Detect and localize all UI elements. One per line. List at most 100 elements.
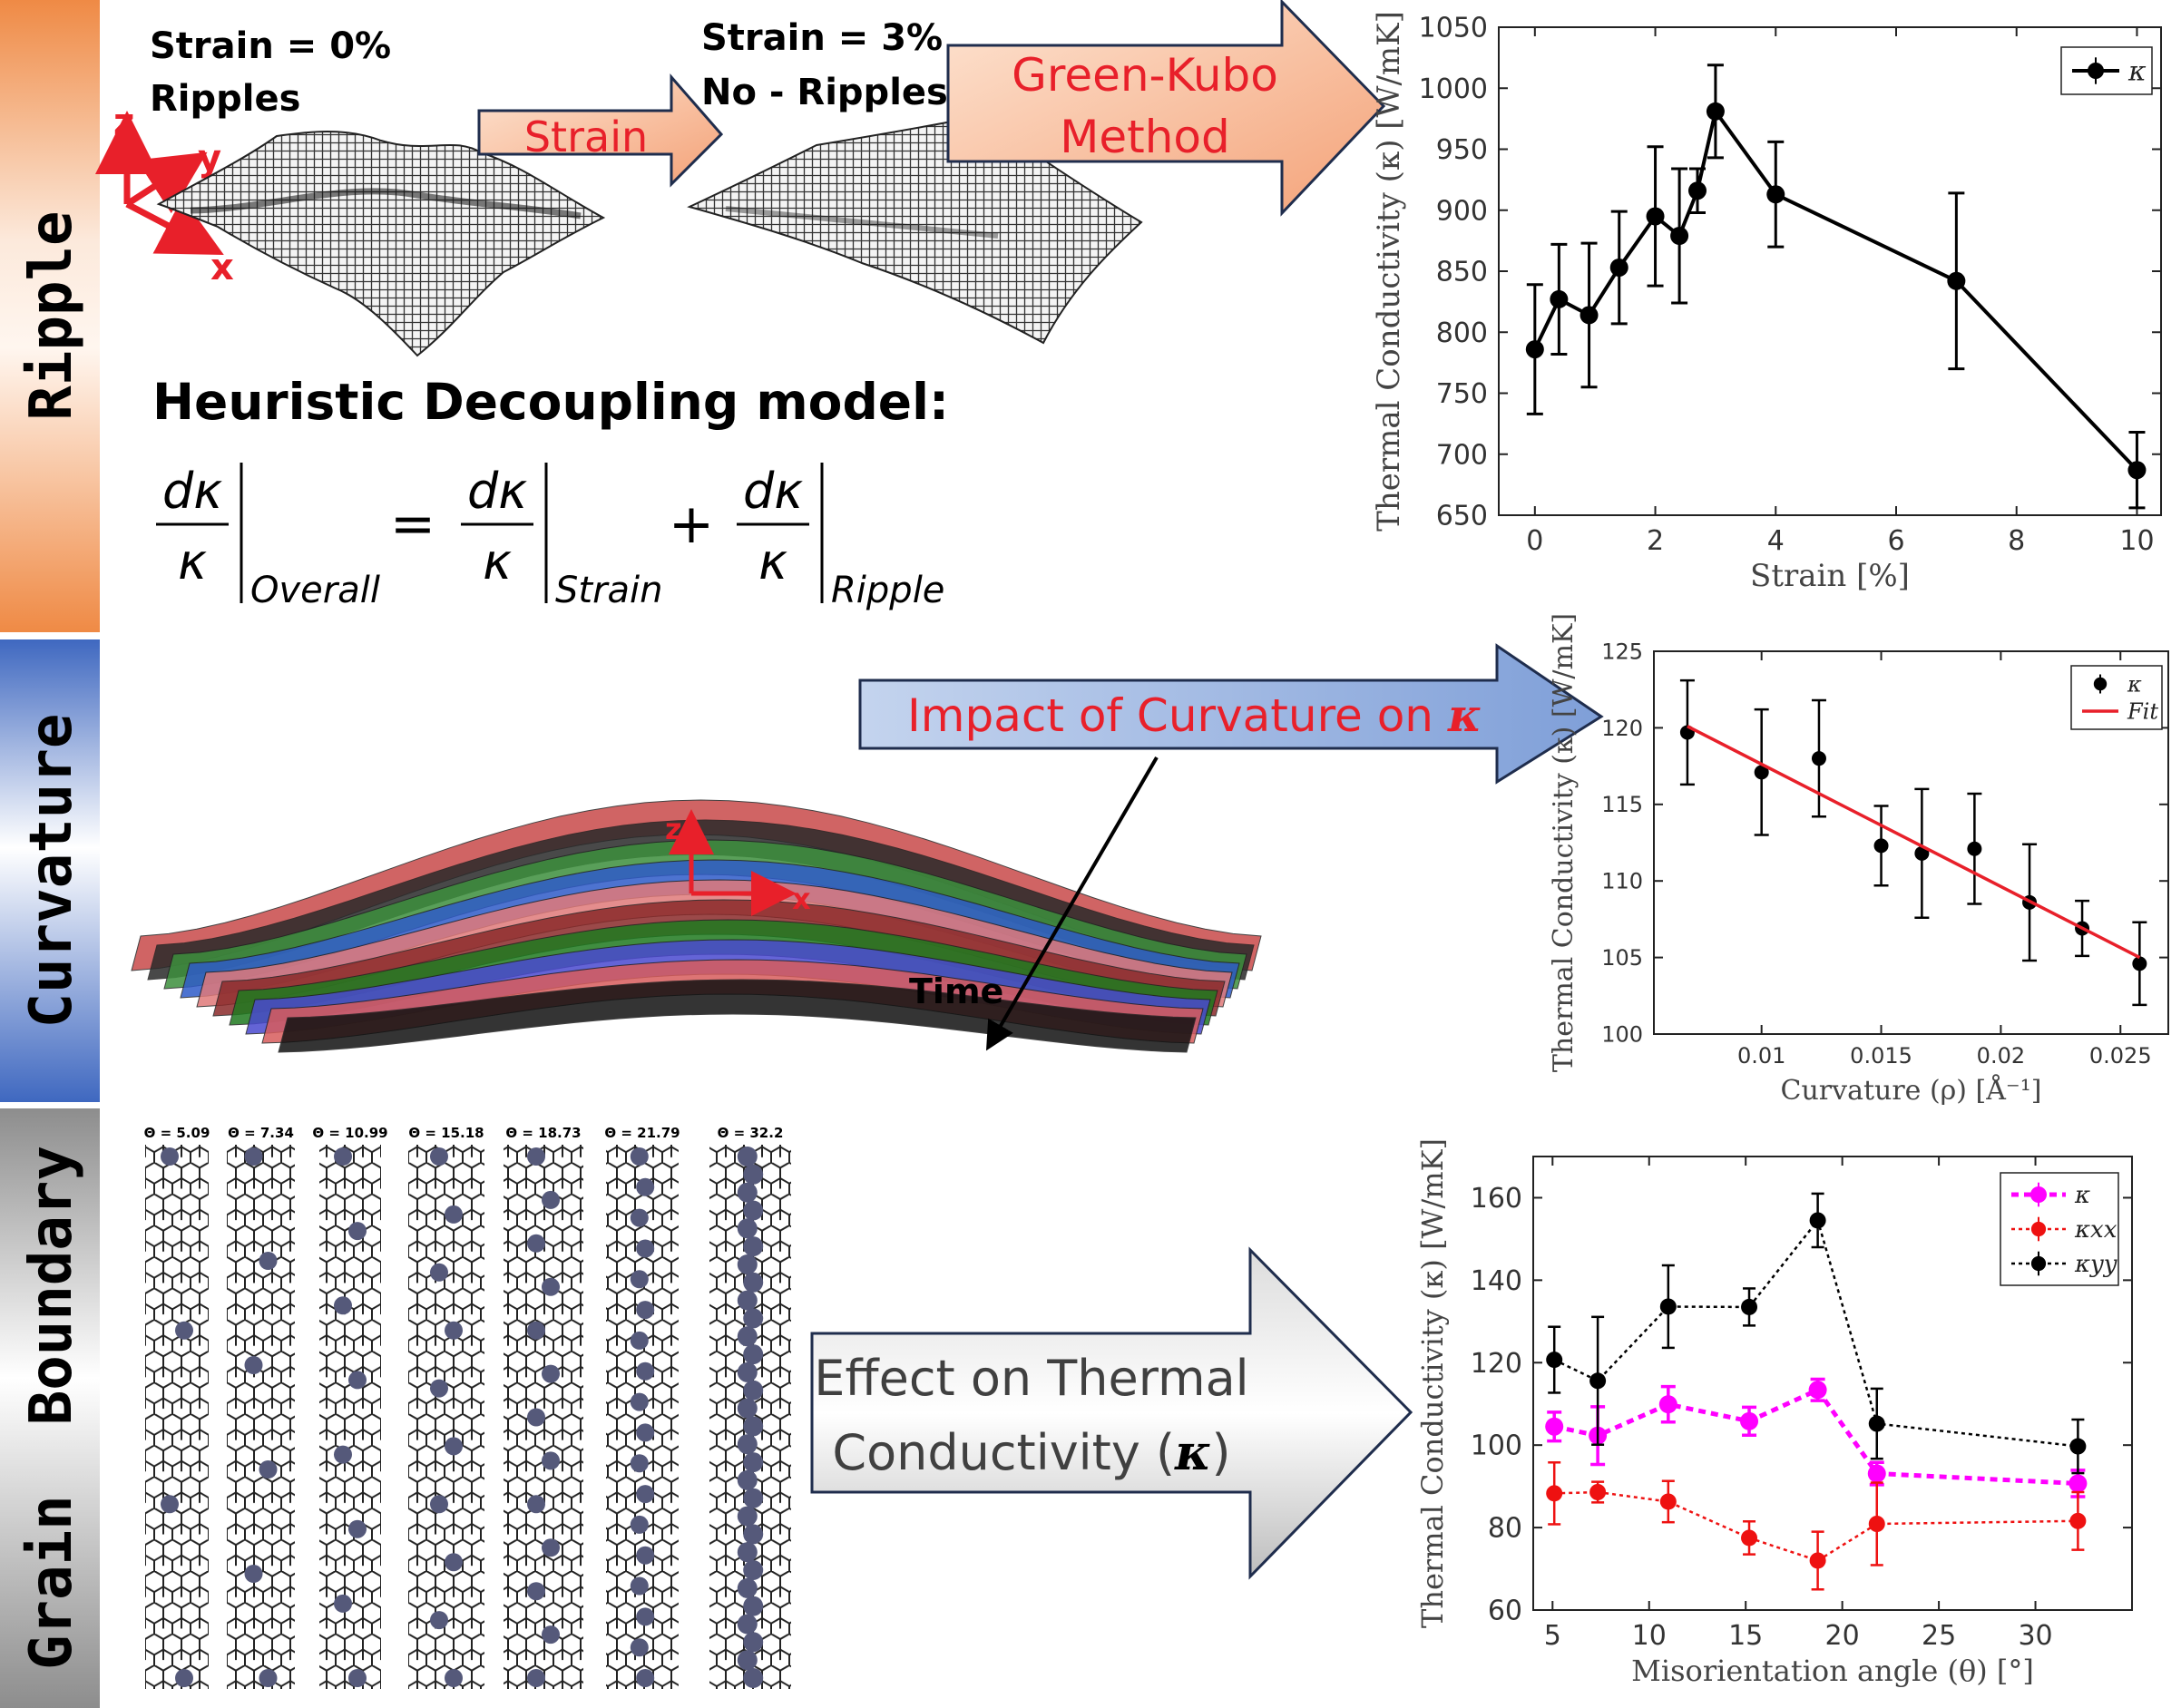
boundary-defect-dot bbox=[259, 1669, 278, 1687]
grain-boundary-panel: Effect on Thermal Conductivity (κ) Θ = 5… bbox=[144, 1125, 1413, 1689]
legend-label: κxx bbox=[2074, 1216, 2117, 1244]
boundary-defect-dot bbox=[737, 1614, 758, 1635]
y-tick-label: 100 bbox=[1601, 1021, 1643, 1047]
boundary-defect-dot bbox=[630, 1515, 649, 1534]
boundary-defect-dot bbox=[737, 1650, 758, 1671]
axis-x-label: x bbox=[210, 247, 234, 288]
eq-den-strain: κ bbox=[483, 533, 512, 590]
boundary-defect-dot bbox=[743, 1164, 764, 1185]
data-point bbox=[1873, 838, 1889, 854]
boundary-defect-dot bbox=[542, 1451, 560, 1470]
ripple-panel: Strain = 0% Ripples Strain = 3% No - Rip… bbox=[95, 0, 1386, 611]
boundary-defect-dot bbox=[175, 1669, 193, 1687]
curvature-chart: 0.01 0.015 0.02 0.025 100 105 110 115 120 125 Curv… bbox=[1548, 613, 2169, 1107]
eq-plus: + bbox=[669, 493, 714, 556]
boundary-defect-dot bbox=[527, 1147, 545, 1166]
boundary-defect-dot bbox=[743, 1380, 764, 1401]
boundary-defect-dot bbox=[743, 1560, 764, 1580]
data-point bbox=[1741, 1529, 1758, 1547]
graphene-lattice-strip bbox=[606, 1145, 679, 1689]
angle-label: Θ = 32.2 bbox=[718, 1125, 784, 1141]
data-point bbox=[1809, 1212, 1826, 1229]
decoupling-equation: dκ κ Overall = dκ κ Strain + dκ κ Ripple bbox=[156, 463, 944, 611]
boundary-defect-dot bbox=[527, 1321, 545, 1340]
boundary-defect-dot bbox=[244, 1356, 263, 1374]
gb-arrow-line2-text: Conductivity ( bbox=[832, 1424, 1175, 1481]
strain3-label: Strain = 3% bbox=[701, 17, 943, 59]
eq-sub-overall: Overall bbox=[250, 570, 380, 611]
boundary-defect-dot bbox=[527, 1234, 545, 1253]
boundary-defect-dot bbox=[737, 1147, 758, 1166]
x-tick-label: 4 bbox=[1767, 525, 1785, 557]
y-tick-label: 105 bbox=[1601, 945, 1643, 971]
legend-label: Fit bbox=[2127, 698, 2158, 724]
data-point bbox=[1967, 841, 1982, 856]
boundary-defect-dot bbox=[743, 1668, 764, 1688]
strain-arrow: Strain bbox=[477, 73, 724, 188]
data-point bbox=[1740, 1411, 1759, 1430]
boundary-defect-dot bbox=[743, 1416, 764, 1437]
boundary-defect-dot bbox=[527, 1408, 545, 1427]
data-point bbox=[2132, 956, 2147, 971]
x-tick-label: 10 bbox=[2119, 525, 2154, 557]
boundary-defect-dot bbox=[737, 1290, 758, 1311]
y-tick-label: 120 bbox=[1601, 716, 1643, 741]
boundary-defect-dot bbox=[743, 1488, 764, 1508]
section-band-ripple: Ripple bbox=[0, 0, 100, 632]
gb-kappa-symbol: κ bbox=[1174, 1423, 1211, 1481]
boundary-defect-dot bbox=[445, 1437, 463, 1456]
curvature-impact-text: Impact of Curvature on bbox=[907, 689, 1448, 742]
boundary-defect-dot bbox=[743, 1632, 764, 1653]
y-tick-label: 110 bbox=[1601, 869, 1643, 894]
x-tick-label: 6 bbox=[1887, 525, 1904, 557]
boundary-defect-dot bbox=[334, 1445, 352, 1464]
strain-chart: 0 2 4 6 8 10 650 700 750 800 850 900 950 1000 1050 Stra… bbox=[1371, 11, 2162, 594]
boundary-defect-dot bbox=[630, 1454, 649, 1473]
x-tick-label: 0.025 bbox=[2089, 1043, 2152, 1069]
boundary-defect-dot bbox=[430, 1263, 448, 1282]
eq-num-overall: dκ bbox=[162, 463, 222, 520]
data-point bbox=[1670, 226, 1689, 245]
series-line bbox=[1687, 725, 2141, 960]
boundary-defect-dot bbox=[542, 1190, 560, 1209]
eq-sub-ripple: Ripple bbox=[831, 570, 944, 611]
y-tick-label: 1000 bbox=[1419, 73, 1488, 105]
boundary-defect-dot bbox=[636, 1301, 655, 1320]
data-point bbox=[1947, 271, 1966, 290]
boundary-defect-dot bbox=[542, 1364, 560, 1383]
boundary-defect-dot bbox=[161, 1147, 179, 1166]
y-tick-label: 80 bbox=[1488, 1513, 1522, 1545]
eq-num-ripple: dκ bbox=[743, 463, 803, 520]
no-ripples-label: No - Ripples bbox=[701, 72, 948, 113]
boundary-defect-dot bbox=[737, 1254, 758, 1274]
boundary-defect-dot bbox=[636, 1607, 655, 1626]
data-point bbox=[2127, 461, 2147, 480]
boundary-defect-dot bbox=[527, 1582, 545, 1601]
data-point bbox=[1658, 1395, 1677, 1414]
boundary-defect-dot bbox=[445, 1205, 463, 1224]
boundary-defect-dot bbox=[636, 1423, 655, 1442]
data-point bbox=[1550, 289, 1569, 308]
y-tick-label: 750 bbox=[1436, 378, 1488, 410]
zx-axes-icon: z x bbox=[665, 809, 811, 916]
data-point bbox=[1688, 181, 1707, 200]
y-tick-label: 160 bbox=[1471, 1183, 1522, 1215]
x-tick-label: 5 bbox=[1544, 1620, 1561, 1652]
boundary-defect-dot bbox=[737, 1326, 758, 1347]
boundary-defect-dot bbox=[743, 1200, 764, 1221]
gb-arrow-line1: Effect on Thermal bbox=[814, 1350, 1248, 1407]
x-tick-label: 0 bbox=[1526, 525, 1543, 557]
buckled-sheet-stack bbox=[131, 799, 1262, 1053]
y-axis-label: Thermal Conductivity (κ) [W/mK] bbox=[1371, 11, 1407, 532]
boundary-defect-dot bbox=[630, 1208, 649, 1227]
x-tick-label: 8 bbox=[2008, 525, 2025, 557]
angle-label: Θ = 21.79 bbox=[604, 1125, 680, 1141]
data-point bbox=[1706, 102, 1725, 121]
y-tick-label: 140 bbox=[1471, 1265, 1522, 1297]
data-point bbox=[1754, 765, 1769, 780]
x-tick-label: 20 bbox=[1825, 1620, 1860, 1652]
eq-sub-strain: Strain bbox=[555, 570, 663, 611]
boundary-defect-dot bbox=[430, 1147, 448, 1166]
boundary-defect-dot bbox=[743, 1308, 764, 1329]
data-point bbox=[1867, 1464, 1886, 1483]
